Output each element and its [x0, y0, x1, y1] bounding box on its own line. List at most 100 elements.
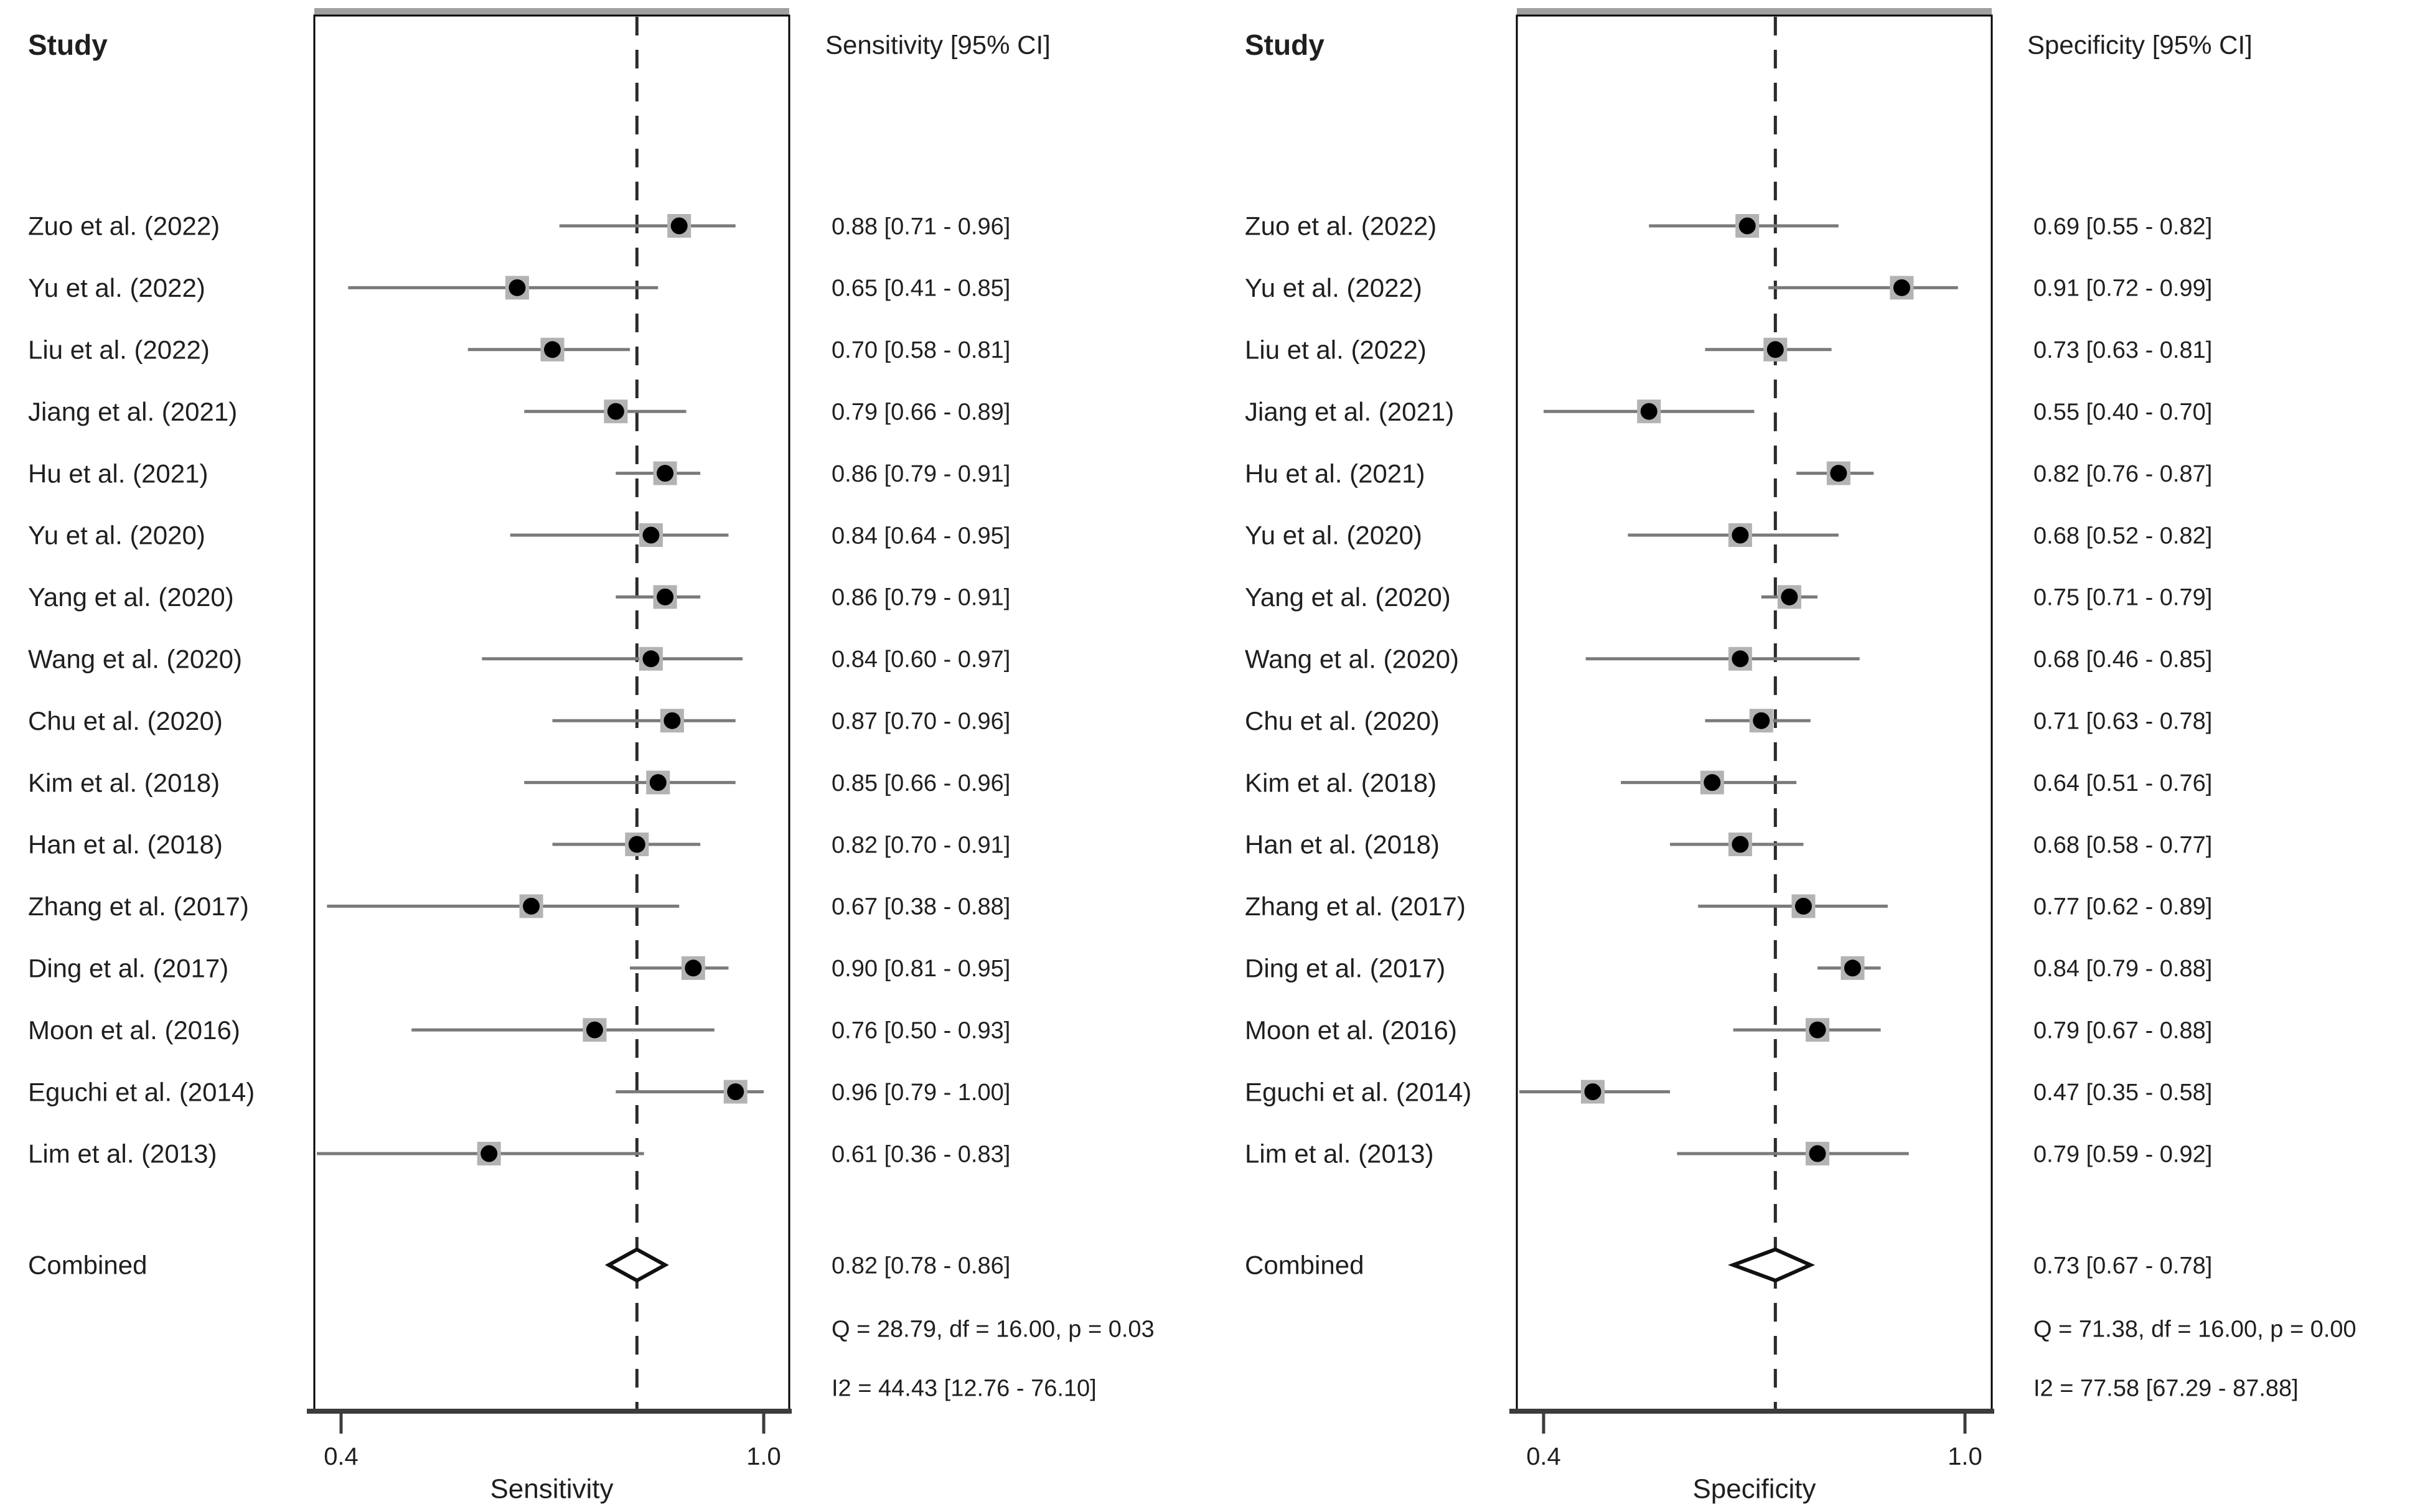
- point-estimate-dot: [670, 217, 688, 235]
- study-column-header: Study: [1245, 29, 1325, 61]
- top-band: [1517, 8, 1992, 16]
- study-row: Eguchi et al. (2014) 0.47 [0.35 - 0.58]: [1245, 1077, 2212, 1106]
- study-row: Zuo et al. (2022) 0.69 [0.55 - 0.82]: [1245, 212, 2212, 241]
- estimate-text: 0.77 [0.62 - 0.89]: [2033, 894, 2212, 920]
- study-label: Yu et al. (2022): [28, 273, 205, 302]
- estimate-text: 0.79 [0.59 - 0.92]: [2033, 1141, 2212, 1167]
- estimate-text: 0.68 [0.58 - 0.77]: [2033, 832, 2212, 858]
- estimate-text: 0.47 [0.35 - 0.58]: [2033, 1080, 2212, 1106]
- point-estimate-dot: [649, 774, 667, 791]
- estimate-text: 0.82 [0.76 - 0.87]: [2033, 461, 2212, 487]
- study-row: Han et al. (2018) 0.68 [0.58 - 0.77]: [1245, 830, 2212, 859]
- study-row: Zhang et al. (2017) 0.77 [0.62 - 0.89]: [1245, 892, 2212, 921]
- study-column-header: Study: [28, 29, 108, 61]
- estimate-text: 0.76 [0.50 - 0.93]: [832, 1018, 1010, 1044]
- study-row: Moon et al. (2016) 0.79 [0.67 - 0.88]: [1245, 1015, 2212, 1045]
- point-estimate-dot: [523, 897, 540, 915]
- estimate-text: 0.69 [0.55 - 0.82]: [2033, 213, 2212, 240]
- value-column-header: Specificity [95% CI]: [2027, 30, 2253, 60]
- study-row: Ding et al. (2017) 0.84 [0.79 - 0.88]: [1245, 954, 2212, 983]
- estimate-text: 0.64 [0.51 - 0.76]: [2033, 770, 2212, 796]
- study-row: Liu et al. (2022) 0.70 [0.58 - 0.81]: [28, 335, 1010, 365]
- combined-label: Combined: [1245, 1251, 1364, 1280]
- point-estimate-dot: [1781, 588, 1798, 605]
- study-label: Yu et al. (2022): [1245, 273, 1422, 302]
- estimate-text: 0.55 [0.40 - 0.70]: [2033, 399, 2212, 426]
- estimate-text: 0.73 [0.63 - 0.81]: [2033, 337, 2212, 363]
- point-estimate-dot: [642, 650, 660, 668]
- estimate-text: 0.82 [0.70 - 0.91]: [832, 832, 1010, 858]
- study-label: Han et al. (2018): [1245, 830, 1440, 859]
- study-row: Han et al. (2018) 0.82 [0.70 - 0.91]: [28, 830, 1010, 859]
- x-axis-title: Specificity: [1692, 1473, 1816, 1504]
- study-label: Zhang et al. (2017): [1245, 892, 1466, 921]
- combined-diamond: [1727, 1247, 1816, 1283]
- x-axis-tick-label: 0.4: [1526, 1443, 1561, 1470]
- study-row: Jiang et al. (2021) 0.55 [0.40 - 0.70]: [1245, 397, 2212, 426]
- study-label: Yang et al. (2020): [1245, 582, 1451, 612]
- point-estimate-dot: [1704, 774, 1721, 791]
- combined-diamond: [604, 1247, 669, 1283]
- point-estimate-dot: [1893, 279, 1910, 296]
- value-column-header: Sensitivity [95% CI]: [825, 30, 1051, 60]
- estimate-text: 0.90 [0.81 - 0.95]: [832, 956, 1010, 982]
- study-label: Chu et al. (2020): [28, 706, 223, 735]
- panel-sensitivity: Study Sensitivity [95% CI] Zuo et al. (202…: [28, 8, 1155, 1504]
- study-row: Hu et al. (2021) 0.86 [0.79 - 0.91]: [28, 459, 1010, 488]
- estimate-text: 0.85 [0.66 - 0.96]: [832, 770, 1010, 796]
- point-estimate-dot: [1732, 650, 1749, 668]
- study-row: Yang et al. (2020) 0.86 [0.79 - 0.91]: [28, 582, 1010, 612]
- panel-specificity: Study Specificity [95% CI] Zuo et al. (202…: [1245, 8, 2356, 1504]
- estimate-text: 0.84 [0.60 - 0.97]: [832, 646, 1010, 673]
- study-label: Kim et al. (2018): [28, 768, 220, 797]
- estimate-text: 0.91 [0.72 - 0.99]: [2033, 276, 2212, 302]
- study-row: Chu et al. (2020) 0.87 [0.70 - 0.96]: [28, 706, 1010, 735]
- combined-estimate-text: 0.73 [0.67 - 0.78]: [2033, 1253, 2212, 1279]
- point-estimate-dot: [1584, 1083, 1601, 1101]
- point-estimate-dot: [1830, 465, 1847, 482]
- study-label: Eguchi et al. (2014): [1245, 1077, 1471, 1106]
- x-axis-tick-label: 0.4: [324, 1443, 359, 1470]
- point-estimate-dot: [657, 465, 674, 482]
- point-estimate-dot: [1738, 217, 1756, 235]
- combined-label: Combined: [28, 1251, 147, 1280]
- estimate-text: 0.87 [0.70 - 0.96]: [832, 709, 1010, 735]
- estimate-text: 0.65 [0.41 - 0.85]: [832, 276, 1010, 302]
- estimate-text: 0.86 [0.79 - 0.91]: [832, 461, 1010, 487]
- estimate-text: 0.75 [0.71 - 0.79]: [2033, 585, 2212, 611]
- estimate-text: 0.86 [0.79 - 0.91]: [832, 585, 1010, 611]
- point-estimate-dot: [1794, 897, 1812, 915]
- study-row: Yu et al. (2020) 0.68 [0.52 - 0.82]: [1245, 521, 2212, 550]
- point-estimate-dot: [628, 836, 645, 853]
- study-label: Ding et al. (2017): [28, 954, 228, 983]
- study-label: Wang et al. (2020): [1245, 645, 1459, 674]
- study-label: Liu et al. (2022): [28, 335, 210, 365]
- study-row: Lim et al. (2013) 0.61 [0.36 - 0.83]: [28, 1139, 1010, 1169]
- estimate-text: 0.96 [0.79 - 1.00]: [832, 1080, 1010, 1106]
- point-estimate-dot: [1640, 403, 1657, 420]
- point-estimate-dot: [727, 1083, 744, 1101]
- study-row: Lim et al. (2013) 0.79 [0.59 - 0.92]: [1245, 1139, 2212, 1169]
- estimate-text: 0.79 [0.67 - 0.88]: [2033, 1018, 2212, 1044]
- study-label: Yu et al. (2020): [1245, 521, 1422, 550]
- study-label: Moon et al. (2016): [1245, 1015, 1457, 1045]
- estimate-text: 0.67 [0.38 - 0.88]: [832, 894, 1010, 920]
- study-label: Jiang et al. (2021): [28, 397, 237, 426]
- study-row: Yu et al. (2022) 0.65 [0.41 - 0.85]: [28, 273, 1010, 302]
- study-label: Liu et al. (2022): [1245, 335, 1427, 365]
- study-label: Jiang et al. (2021): [1245, 397, 1454, 426]
- heterogeneity-i2-text: I2 = 77.58 [67.29 - 87.88]: [2033, 1375, 2299, 1401]
- study-label: Chu et al. (2020): [1245, 706, 1440, 735]
- study-row: Chu et al. (2020) 0.71 [0.63 - 0.78]: [1245, 706, 2212, 735]
- study-row: Zhang et al. (2017) 0.67 [0.38 - 0.88]: [28, 892, 1010, 921]
- study-row: Zuo et al. (2022) 0.88 [0.71 - 0.96]: [28, 212, 1010, 241]
- study-row: Liu et al. (2022) 0.73 [0.63 - 0.81]: [1245, 335, 2212, 365]
- top-band: [314, 8, 789, 16]
- x-axis-line: [1509, 1409, 1994, 1414]
- study-label: Kim et al. (2018): [1245, 768, 1437, 797]
- heterogeneity-i2-text: I2 = 44.43 [12.76 - 76.10]: [832, 1375, 1097, 1401]
- estimate-text: 0.84 [0.64 - 0.95]: [832, 523, 1010, 549]
- study-row: Jiang et al. (2021) 0.79 [0.66 - 0.89]: [28, 397, 1010, 426]
